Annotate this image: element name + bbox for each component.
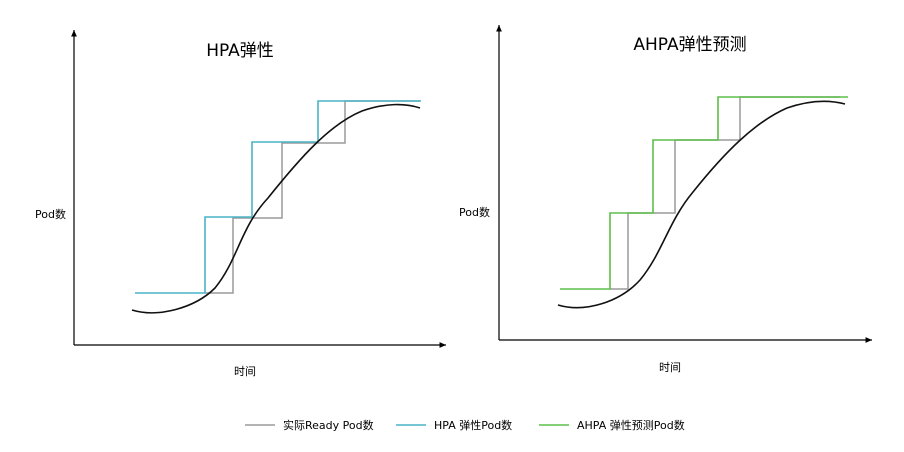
ahpa-predicted-pods-line bbox=[560, 96, 848, 290]
hpa-demand-curve bbox=[131, 103, 421, 314]
hpa-y-axis-label: Pod数 bbox=[35, 208, 66, 221]
hpa-panel: HPA弹性 Pod数 时间 bbox=[35, 29, 446, 378]
ahpa-y-axis-label: Pod数 bbox=[459, 206, 490, 219]
ahpa-panel-title: AHPA弹性预测 bbox=[633, 35, 746, 55]
hpa-panel-title: HPA弹性 bbox=[206, 41, 274, 61]
hpa-ready-pods-line bbox=[205, 100, 420, 294]
legend: 实际Ready Pod数 HPA 弹性Pod数 AHPA 弹性预测Pod数 bbox=[245, 418, 685, 432]
ahpa-ready-pods-line bbox=[610, 96, 840, 290]
legend-label-ready: 实际Ready Pod数 bbox=[283, 418, 374, 432]
legend-item-ready: 实际Ready Pod数 bbox=[245, 418, 374, 432]
hpa-scaled-pods-line bbox=[135, 100, 421, 294]
legend-item-ahpa: AHPA 弹性预测Pod数 bbox=[539, 418, 685, 432]
hpa-x-axis-label: 时间 bbox=[234, 365, 256, 378]
legend-label-hpa: HPA 弹性Pod数 bbox=[434, 418, 512, 432]
ahpa-panel: AHPA弹性预测 Pod数 时间 bbox=[459, 25, 872, 374]
ahpa-demand-curve bbox=[557, 100, 846, 309]
legend-label-ahpa: AHPA 弹性预测Pod数 bbox=[577, 418, 685, 432]
legend-item-hpa: HPA 弹性Pod数 bbox=[396, 418, 512, 432]
ahpa-x-axis-label: 时间 bbox=[659, 361, 681, 374]
